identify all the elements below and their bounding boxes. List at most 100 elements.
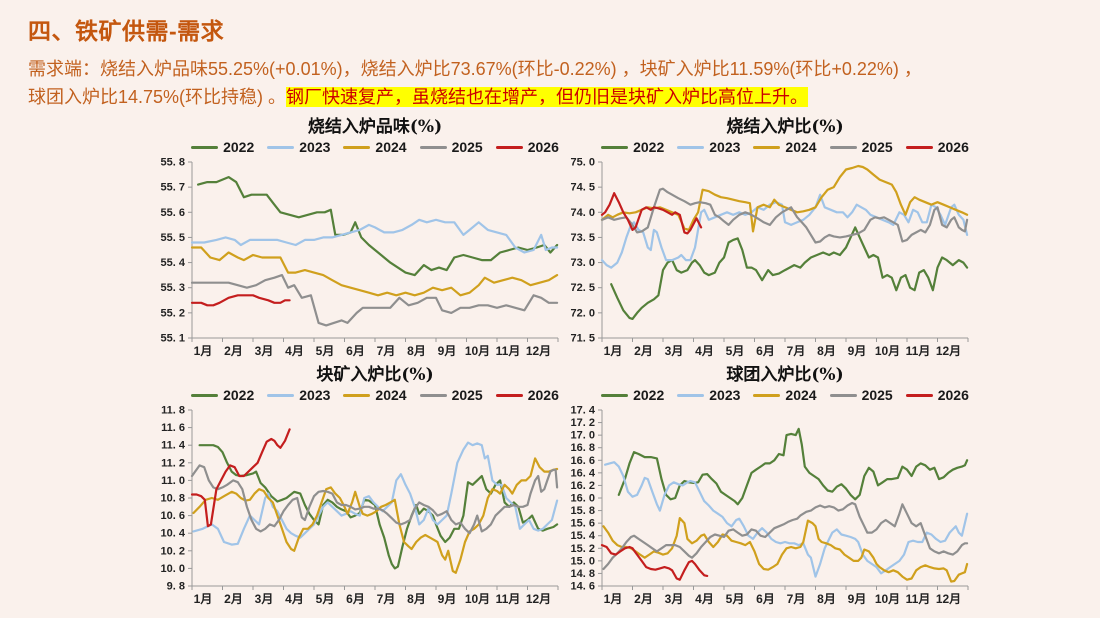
legend-label: 2022 [223, 139, 255, 155]
y-tick-label: 74. 5 [571, 182, 595, 194]
x-tick-label: 2月 [634, 592, 653, 606]
x-tick-label: 9月 [438, 344, 457, 358]
y-tick-label: 16. 8 [571, 442, 595, 454]
series-2026 [190, 428, 291, 528]
legend-label: 2024 [375, 387, 407, 403]
y-tick-label: 10. 6 [161, 510, 185, 522]
x-tick-label: 11月 [496, 592, 521, 606]
series-2025 [602, 501, 969, 571]
legend-item-2026: 2026 [905, 139, 969, 155]
x-tick-label: 12月 [526, 344, 551, 358]
legend-line-swatch [753, 393, 781, 397]
y-tick-label: 16. 2 [571, 480, 595, 492]
y-tick-label: 14. 6 [571, 581, 595, 593]
x-tick-label: 3月 [255, 344, 274, 358]
chart-plot-svg: 14. 614. 815. 015. 215. 415. 615. 816. 0… [571, 405, 969, 606]
chart-title: 烧结入炉比(%) [726, 117, 844, 137]
series-2024 [602, 517, 969, 583]
x-tick-label: 3月 [665, 344, 684, 358]
legend-label: 2024 [785, 139, 817, 155]
legend-item-2022: 2022 [601, 387, 664, 403]
x-tick-label: 6月 [346, 344, 365, 358]
legend-label: 2024 [375, 139, 407, 155]
x-tick-label: 9月 [848, 344, 867, 358]
y-tick-label: 15. 4 [571, 530, 596, 542]
series-2022 [617, 427, 969, 506]
legend-item-2024: 2024 [343, 139, 407, 155]
y-tick-label: 15. 6 [571, 518, 595, 530]
x-tick-label: 7月 [377, 344, 396, 358]
chart-plot-svg: 9. 8 10. 0 10. 2 10. 4 10. 6 10. 8 11. 0 11. 2 1… [161, 405, 559, 606]
y-tick-label: 11. 2 [161, 457, 185, 469]
summary-highlight: 钢厂快速复产，虽烧结也在增产，但仍旧是块矿入炉比高位上升。 [286, 86, 809, 107]
y-tick-label: 55. 6 [161, 207, 185, 219]
legend-label: 2024 [785, 387, 817, 403]
legend-line-swatch [905, 145, 933, 149]
y-tick-label: 72. 0 [571, 307, 595, 319]
legend-line-swatch [419, 393, 447, 397]
legend-label: 2025 [861, 387, 893, 403]
legend-label: 2023 [299, 139, 331, 155]
x-tick-label: 1月 [604, 344, 623, 358]
x-tick-label: 10月 [875, 344, 900, 358]
x-tick-label: 11月 [906, 344, 931, 358]
legend-line-swatch [495, 393, 523, 397]
series-2025 [190, 464, 559, 535]
chart-lump-ratio: 块矿入炉比(%) 2022 2023 2024 2025 2026 9. 8 10. 0 1… [146, 364, 566, 610]
page-title: 四、铁矿供需-需求 [28, 18, 225, 44]
y-tick-label: 75. 0 [571, 157, 595, 169]
x-tick-label: 7月 [377, 592, 396, 606]
x-tick-label: 5月 [726, 344, 745, 358]
x-tick-label: 12月 [936, 344, 961, 358]
x-tick-label: 3月 [255, 592, 274, 606]
y-tick-label: 55. 1 [161, 333, 185, 345]
x-tick-label: 6月 [756, 344, 775, 358]
chart-legend: 2022 2023 2024 2025 2026 [146, 138, 566, 156]
x-tick-label: 3月 [665, 592, 684, 606]
legend-line-swatch [677, 145, 705, 149]
x-tick-label: 7月 [787, 592, 806, 606]
y-tick-label: 15. 8 [571, 505, 595, 517]
legend-line-swatch [601, 145, 629, 149]
y-tick-label: 10. 2 [161, 545, 185, 557]
legend-line-swatch [267, 145, 295, 149]
y-tick-label: 10. 8 [161, 493, 185, 505]
series-2026 [190, 294, 291, 307]
chart-sinter-grade: 烧结入炉品味(%) 2022 2023 2024 2025 2026 55. 1 55. … [146, 116, 566, 362]
legend-line-swatch [191, 393, 219, 397]
x-tick-label: 10月 [465, 592, 490, 606]
series-2024 [600, 164, 969, 233]
y-tick-label: 9. 8 [167, 581, 185, 593]
axes [598, 409, 969, 590]
legend-label: 2022 [633, 387, 665, 403]
x-tick-label: 4月 [285, 344, 304, 358]
x-tick-label: 2月 [634, 344, 653, 358]
legend-label: 2026 [937, 387, 969, 403]
chart-plot-svg: 55. 1 55. 2 55. 3 55. 4 55. 5 55. 6 55. 7 55. 8… [161, 157, 559, 358]
x-tick-label: 10月 [465, 344, 490, 358]
legend-line-swatch [419, 145, 447, 149]
x-tick-label: 8月 [407, 592, 426, 606]
x-tick-label: 5月 [316, 344, 335, 358]
x-tick-label: 8月 [817, 592, 836, 606]
legend-line-swatch [191, 145, 219, 149]
series-2024 [192, 457, 559, 574]
legend-item-2025: 2025 [419, 139, 483, 155]
y-tick-label: 55. 4 [161, 257, 186, 269]
x-tick-label: 8月 [817, 344, 836, 358]
y-tick-label: 55. 2 [161, 307, 185, 319]
chart-sinter-ratio: 烧结入炉比(%) 2022 2023 2024 2025 2026 71. 5 72. 0… [556, 116, 976, 362]
legend-item-2023: 2023 [267, 387, 330, 403]
chart-title: 球团入炉比(%) [726, 365, 844, 385]
y-tick-label: 16. 0 [571, 493, 595, 505]
x-tick-label: 4月 [285, 592, 304, 606]
legend-item-2026: 2026 [905, 387, 969, 403]
y-tick-label: 17. 0 [571, 430, 595, 442]
x-tick-label: 1月 [194, 592, 213, 606]
x-tick-label: 7月 [787, 344, 806, 358]
legend-label: 2022 [223, 387, 255, 403]
legend-item-2025: 2025 [829, 139, 893, 155]
legend-label: 2023 [709, 139, 741, 155]
legend-item-2022: 2022 [601, 139, 664, 155]
